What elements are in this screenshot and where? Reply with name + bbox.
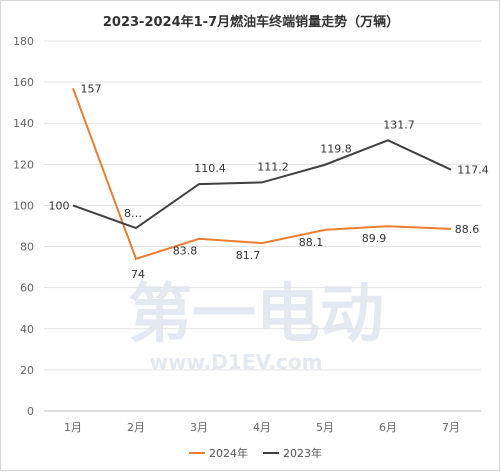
data-label: 117.4 — [457, 164, 489, 177]
series-line-1: 100 8… 110.4 111.2 119.8 131.7 117.4 — [49, 118, 489, 230]
series-group: 157 74 83.8 81.7 88.1 89.9 88.6 100 8… 110.4 111.2… — [49, 82, 489, 281]
watermark: 第一电动 www.D1EV.com — [128, 278, 384, 374]
legend-item: 2023年 — [263, 446, 322, 460]
legend-label: 2024年 — [209, 446, 248, 460]
data-label: 74 — [131, 268, 145, 281]
x-axis: 1月 2月 3月 4月 5月 6月 7月 — [64, 421, 460, 434]
series-line — [72, 139, 452, 230]
y-tick-label: 180 — [13, 35, 34, 48]
x-tick-label: 7月 — [442, 421, 460, 434]
data-label: 100 — [49, 199, 70, 212]
chart-title: 2023-2024年1-7月燃油车终端销量走势（万辆） — [103, 14, 399, 30]
data-label: 119.8 — [320, 143, 352, 156]
data-label: 88.1 — [299, 236, 324, 249]
x-tick-label: 6月 — [379, 421, 397, 434]
data-label: 81.7 — [236, 249, 261, 262]
y-tick-label: 20 — [20, 364, 34, 377]
legend: 2024年 2023年 — [189, 446, 322, 460]
x-tick-label: 5月 — [316, 421, 334, 434]
y-tick-label: 120 — [13, 158, 34, 171]
watermark-url: www.D1EV.com — [150, 350, 323, 374]
y-axis: 0 20 40 60 80 100 120 140 160 180 — [13, 35, 34, 418]
data-label: 110.4 — [194, 162, 226, 175]
data-label: 157 — [81, 82, 102, 95]
y-tick-label: 160 — [13, 76, 34, 89]
x-tick-label: 2月 — [127, 421, 145, 434]
legend-item: 2024年 — [189, 446, 248, 460]
x-tick-label: 3月 — [190, 421, 208, 434]
y-tick-label: 0 — [27, 405, 34, 418]
x-tick-label: 4月 — [253, 421, 271, 434]
watermark-logo: 第一电动 — [128, 278, 384, 352]
data-label: 89.9 — [362, 232, 387, 245]
x-tick-label: 1月 — [64, 421, 82, 434]
y-tick-label: 100 — [13, 199, 34, 212]
data-label: 88.6 — [455, 223, 480, 236]
y-tick-label: 40 — [20, 323, 34, 336]
legend-label: 2023年 — [283, 446, 322, 460]
y-tick-label: 80 — [20, 241, 34, 254]
series-line — [72, 87, 452, 261]
data-label: 8… — [124, 207, 142, 220]
data-label: 131.7 — [383, 118, 415, 131]
data-label: 111.2 — [257, 160, 289, 173]
data-label: 83.8 — [173, 245, 198, 258]
series-line-0: 157 74 83.8 81.7 88.1 89.9 88.6 — [72, 82, 480, 281]
y-tick-label: 60 — [20, 282, 34, 295]
y-tick-label: 140 — [13, 117, 34, 130]
